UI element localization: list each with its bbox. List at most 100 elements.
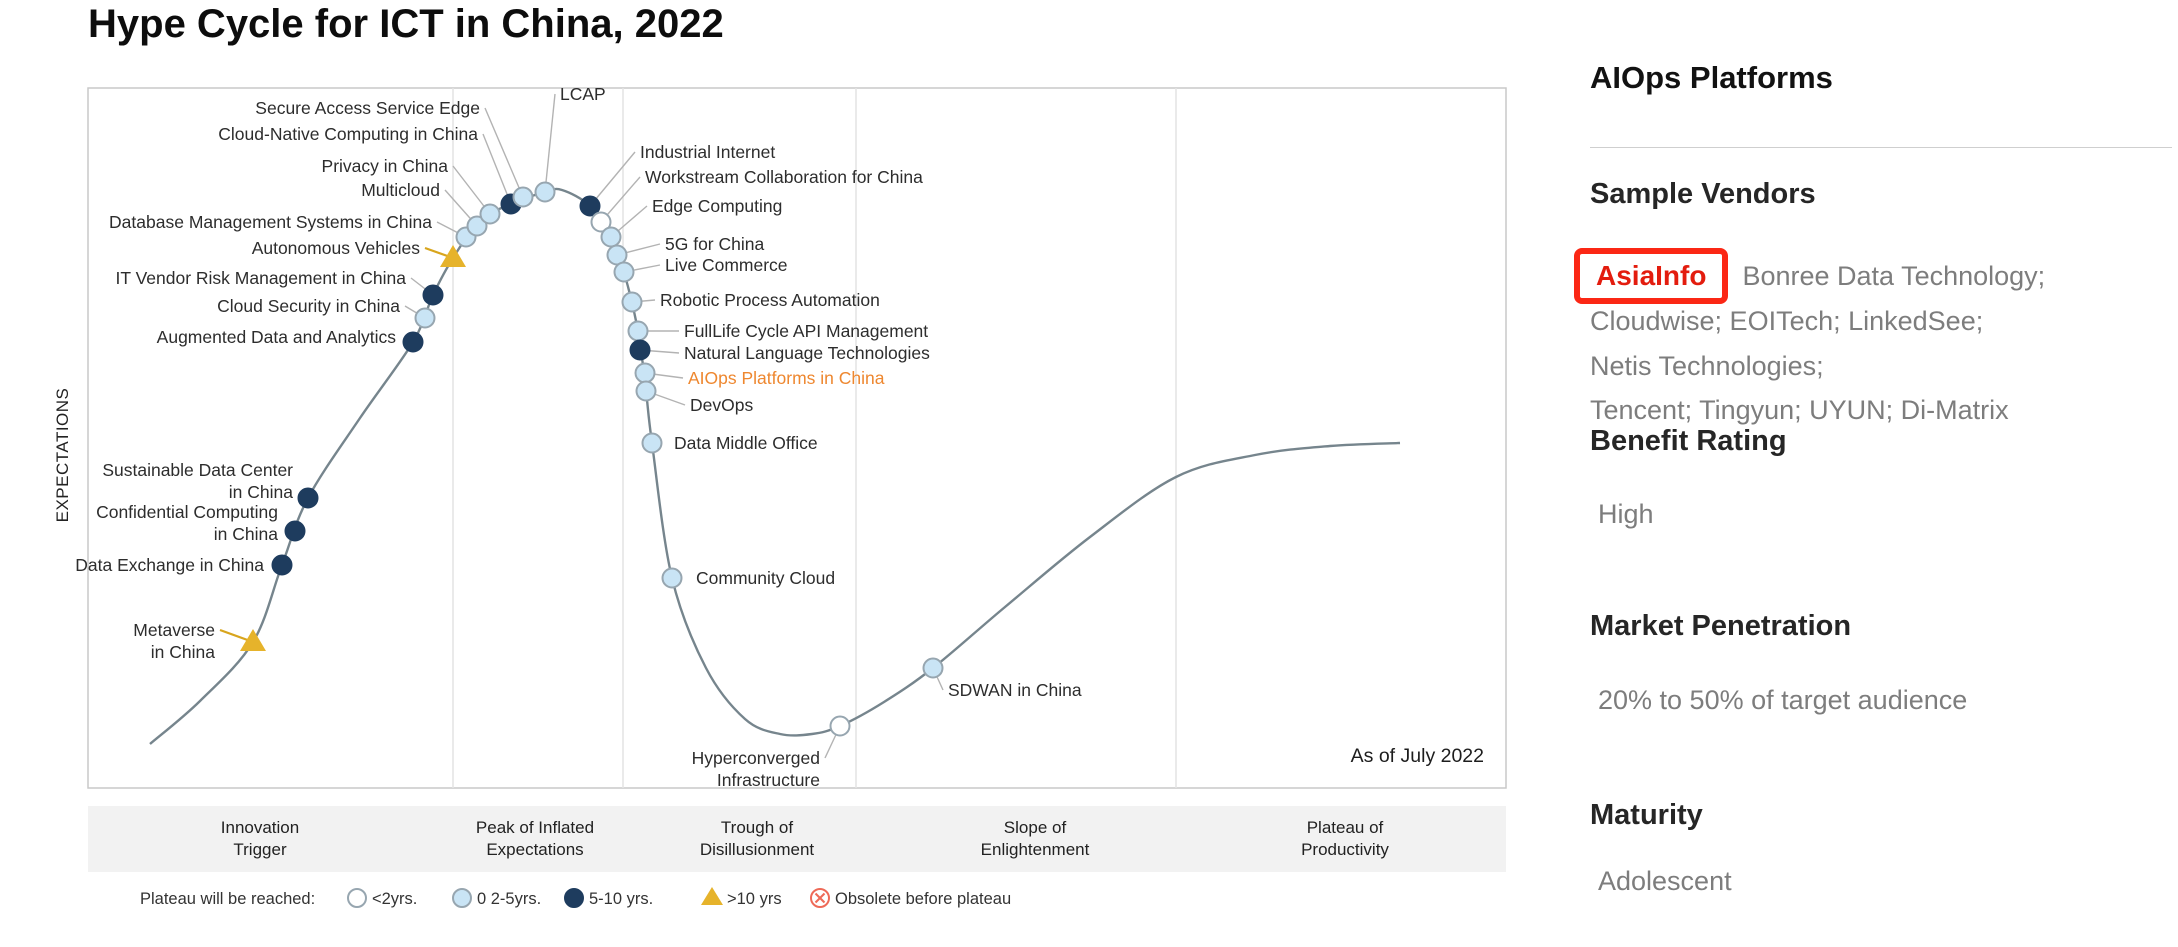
panel-title: AIOps Platforms xyxy=(1590,60,1833,95)
confidential-computing-in-china-label[interactable]: Confidential Computing in China xyxy=(96,502,278,544)
benefit-rating-heading: Benefit Rating xyxy=(1590,425,1787,457)
market-penetration-heading: Market Penetration xyxy=(1590,610,1852,642)
market-penetration-value: 20% to 50% of target audience xyxy=(1598,685,1968,715)
legend-lt2-icon xyxy=(347,888,367,908)
data-exchange-in-china-label[interactable]: Data Exchange in China xyxy=(75,555,264,575)
data-exchange-in-china-marker[interactable] xyxy=(271,554,293,576)
cloud-security-in-china-marker[interactable] xyxy=(414,307,436,329)
legend-gt10yrs-icon xyxy=(701,887,723,905)
vendor-line: Cloudwise; EOITech; LinkedSee; xyxy=(1590,306,1984,336)
live-commerce-marker[interactable] xyxy=(613,261,635,283)
highlighted-vendor-badge[interactable]: AsiaInfo xyxy=(1574,248,1729,304)
stage-label: Slope of Enlightenment xyxy=(981,818,1090,859)
metaverse-in-china-label[interactable]: Metaverse in China xyxy=(133,620,215,662)
privacy-in-china-label[interactable]: Privacy in China xyxy=(322,156,449,176)
sample-vendors-heading: Sample Vendors xyxy=(1590,178,1816,210)
technology-points xyxy=(240,181,944,737)
plot-frame xyxy=(87,87,1507,789)
robotic-process-automation-marker[interactable] xyxy=(621,291,643,313)
sustainable-data-center-in-china-label[interactable]: Sustainable Data Center in China xyxy=(102,460,293,502)
workstream-collaboration-for-china-marker[interactable] xyxy=(590,211,612,233)
natural-language-technologies-label[interactable]: Natural Language Technologies xyxy=(684,343,930,363)
vendor-text: Bonree Data Technology; xyxy=(1742,260,2046,291)
label-leader xyxy=(482,133,512,205)
as-of-label: As of July 2022 xyxy=(1351,745,1484,767)
privacy-in-china-marker[interactable] xyxy=(479,203,501,225)
stage-label: Trough of Disillusionment xyxy=(700,818,815,859)
sdwan-in-china-marker[interactable] xyxy=(922,657,944,679)
cloud-security-in-china-label[interactable]: Cloud Security in China xyxy=(217,296,400,316)
database-management-systems-in-china-label[interactable]: Database Management Systems in China xyxy=(109,212,432,232)
legend-obsolete-icon xyxy=(810,888,830,908)
it-vendor-risk-management-in-china-label[interactable]: IT Vendor Risk Management in China xyxy=(115,268,406,288)
autonomous-vehicles-label[interactable]: Autonomous Vehicles xyxy=(252,238,421,258)
cloud-native-computing-in-china-label[interactable]: Cloud-Native Computing in China xyxy=(218,124,478,144)
benefit-rating-value: High xyxy=(1598,499,1654,529)
hype-cycle-chart: Metaverse in China Data Exchange in China C… xyxy=(53,84,1507,908)
hyperconverged-infrastructure-marker[interactable] xyxy=(829,715,851,737)
legend-item-label: 5-10 yrs. xyxy=(589,890,653,908)
devops-label[interactable]: DevOps xyxy=(690,395,753,415)
augmented-data-and-analytics-marker[interactable] xyxy=(402,331,424,353)
detail-panel: AIOps Platforms Sample Vendors AsiaInfo … xyxy=(1574,0,2178,947)
legend: Plateau will be reached: <2yrs. 0 2-5yrs. 5… xyxy=(140,887,1011,908)
multicloud-label[interactable]: Multicloud xyxy=(361,180,440,200)
confidential-computing-in-china-marker[interactable] xyxy=(284,520,306,542)
stage-label: Peak of Inflated Expectations xyxy=(476,818,594,859)
natural-language-technologies-marker[interactable] xyxy=(629,339,651,361)
workstream-collaboration-for-china-label[interactable]: Workstream Collaboration for China xyxy=(645,167,923,187)
legend-obsolete-icon-x xyxy=(814,892,826,904)
lcap-label[interactable]: LCAP xyxy=(560,84,606,104)
autonomous-vehicles-marker[interactable] xyxy=(440,245,466,267)
label-leader xyxy=(484,107,524,198)
community-cloud-marker[interactable] xyxy=(661,567,683,589)
label-leader xyxy=(589,151,636,207)
augmented-data-and-analytics-label[interactable]: Augmented Data and Analytics xyxy=(157,327,397,347)
edge-computing-label[interactable]: Edge Computing xyxy=(652,196,782,216)
legend-item-label: Obsolete before plateau xyxy=(835,890,1011,908)
fulllife-cycle-api-management-label[interactable]: FullLife Cycle API Management xyxy=(684,321,928,341)
legend-item-label: <2yrs. xyxy=(372,890,417,908)
sdwan-in-china-label[interactable]: SDWAN in China xyxy=(948,680,1082,700)
vendor-line: Tencent; Tingyun; UYUN; Di-Matrix xyxy=(1590,395,2009,425)
legend-item-label: >10 yrs xyxy=(727,890,782,908)
secure-access-service-edge-label[interactable]: Secure Access Service Edge xyxy=(255,98,480,118)
hyperconverged-infrastructure-label[interactable]: Hyperconverged Infrastructure xyxy=(692,748,820,790)
live-commerce-label[interactable]: Live Commerce xyxy=(665,255,788,275)
maturity-heading: Maturity xyxy=(1590,799,1703,831)
5g-for-china-label[interactable]: 5G for China xyxy=(665,234,764,254)
plot-border xyxy=(87,87,1507,789)
edge-computing-marker[interactable] xyxy=(600,226,622,248)
y-axis-label: EXPECTATIONS xyxy=(53,388,72,523)
page-title: Hype Cycle for ICT in China, 2022 xyxy=(88,2,724,46)
data-middle-office-label[interactable]: Data Middle Office xyxy=(674,433,818,453)
it-vendor-risk-management-in-china-marker[interactable] xyxy=(422,284,444,306)
devops-marker[interactable] xyxy=(635,380,657,402)
aiops-platforms-in-china-marker[interactable] xyxy=(634,362,656,384)
lcap-marker[interactable] xyxy=(534,181,556,203)
stage-axis: Innovation Trigger Peak of Inflated Expecta… xyxy=(88,806,1506,872)
industrial-internet-label[interactable]: Industrial Internet xyxy=(640,142,775,162)
stage-label: Plateau of Productivity xyxy=(1301,818,1389,859)
legend-5-10-icon xyxy=(564,888,584,908)
metaverse-in-china-marker[interactable] xyxy=(240,629,266,651)
industrial-internet-marker[interactable] xyxy=(579,195,601,217)
secure-access-service-edge-marker[interactable] xyxy=(512,186,534,208)
data-middle-office-marker[interactable] xyxy=(641,432,663,454)
hype-curve-path xyxy=(149,187,1401,745)
technology-labels: Metaverse in China Data Exchange in China C… xyxy=(75,84,1082,790)
axis-annotations: EXPECTATIONS As of July 2022 xyxy=(53,388,1484,767)
label-leader xyxy=(544,93,556,193)
fulllife-cycle-api-management-marker[interactable] xyxy=(627,320,649,342)
vendor-line: AsiaInfo Bonree Data Technology; xyxy=(1574,246,2045,306)
multicloud-marker[interactable] xyxy=(466,215,488,237)
sustainable-data-center-in-china-marker[interactable] xyxy=(297,487,319,509)
maturity-value: Adolescent xyxy=(1598,866,1732,896)
robotic-process-automation-label[interactable]: Robotic Process Automation xyxy=(660,290,880,310)
community-cloud-label[interactable]: Community Cloud xyxy=(696,568,835,588)
panel-divider xyxy=(1590,147,2172,148)
hype-curve xyxy=(149,187,1401,745)
legend-2-5-icon xyxy=(452,888,472,908)
aiops-platforms-in-china-label[interactable]: AIOps Platforms in China xyxy=(688,368,885,388)
